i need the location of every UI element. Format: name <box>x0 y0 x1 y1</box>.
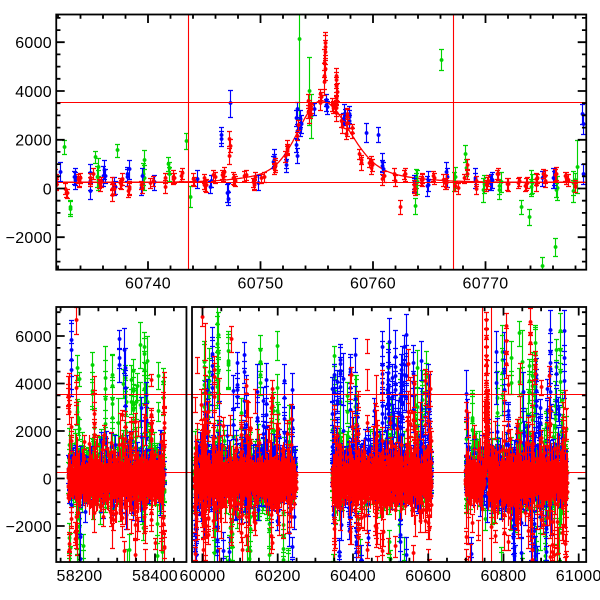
svg-text:58400: 58400 <box>132 568 178 585</box>
svg-text:60200: 60200 <box>255 568 301 585</box>
svg-text:60740: 60740 <box>125 276 171 293</box>
svg-text:6000: 6000 <box>15 329 52 346</box>
svg-text:60760: 60760 <box>350 276 396 293</box>
svg-text:0: 0 <box>43 181 52 198</box>
svg-text:4000: 4000 <box>15 376 52 393</box>
svg-text:−2000: −2000 <box>6 230 52 247</box>
svg-text:60400: 60400 <box>330 568 376 585</box>
svg-text:60750: 60750 <box>238 276 284 293</box>
svg-text:2000: 2000 <box>15 133 52 150</box>
svg-text:4000: 4000 <box>15 84 52 101</box>
svg-text:60800: 60800 <box>481 568 527 585</box>
svg-text:−2000: −2000 <box>6 519 52 536</box>
svg-text:58200: 58200 <box>57 568 103 585</box>
svg-text:60600: 60600 <box>405 568 451 585</box>
svg-text:60000: 60000 <box>180 568 226 585</box>
svg-text:6000: 6000 <box>15 35 52 52</box>
svg-text:60770: 60770 <box>463 276 509 293</box>
svg-text:0: 0 <box>43 471 52 488</box>
svg-text:2000: 2000 <box>15 424 52 441</box>
svg-text:61000: 61000 <box>556 568 600 585</box>
